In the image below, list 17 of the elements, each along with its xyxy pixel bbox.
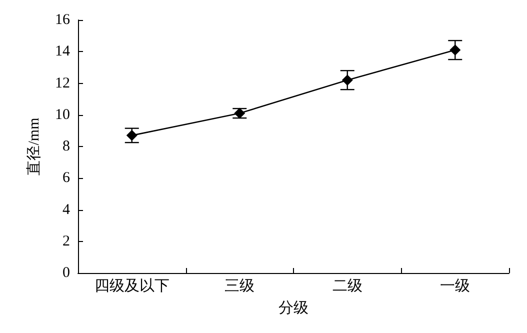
y-tick-label: 2 bbox=[62, 233, 70, 250]
y-tick-label: 8 bbox=[62, 138, 70, 154]
x-tick-label: 三级 bbox=[224, 278, 255, 294]
point bbox=[342, 74, 353, 86]
x-tick-label: 一级 bbox=[440, 278, 470, 294]
y-tick-label: 14 bbox=[55, 44, 70, 60]
y-tick-label: 6 bbox=[62, 170, 70, 186]
y-tick-label: 12 bbox=[55, 75, 70, 92]
point bbox=[450, 44, 461, 56]
y-tick-label: 0 bbox=[62, 265, 70, 281]
y-axis-title: 直径/mm bbox=[26, 117, 42, 176]
y-tick-label: 10 bbox=[55, 106, 70, 123]
x-tick-label: 二级 bbox=[332, 278, 362, 294]
x-tick-label: 四级及以下 bbox=[94, 278, 170, 294]
y-tick-label: 4 bbox=[62, 202, 70, 218]
y-tick-label: 16 bbox=[55, 12, 70, 28]
x-axis-title: 分级 bbox=[278, 300, 308, 316]
